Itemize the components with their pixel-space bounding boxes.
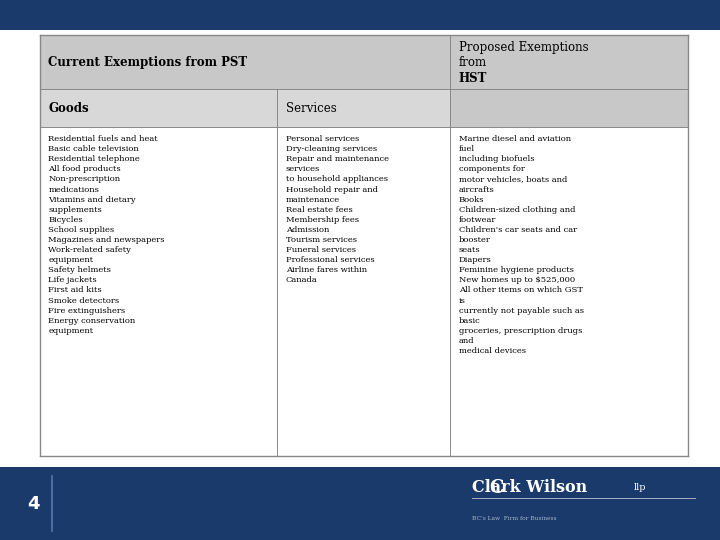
Text: HST: HST [459, 72, 487, 85]
Text: Personal services
Dry-cleaning services
Repair and maintenance
services
to house: Personal services Dry-cleaning services … [286, 135, 389, 285]
Text: BC's Law  Firm for Business: BC's Law Firm for Business [472, 516, 556, 521]
Bar [40, 35, 450, 89]
Text: C: C [490, 478, 504, 496]
Bar [450, 89, 688, 127]
Text: Current Exemptions from PST: Current Exemptions from PST [48, 56, 248, 69]
Bar [0, 467, 720, 540]
Text: llp: llp [634, 483, 646, 492]
Text: 4: 4 [27, 495, 40, 512]
Text: Clark Wilson: Clark Wilson [472, 479, 587, 496]
Text: Residential fuels and heat
Basic cable television
Residential telephone
All food: Residential fuels and heat Basic cable t… [48, 135, 165, 335]
Bar [40, 35, 688, 456]
Text: Goods: Goods [48, 102, 89, 114]
Text: Proposed Exemptions: Proposed Exemptions [459, 41, 588, 54]
Bar [0, 0, 720, 30]
Bar [40, 89, 277, 127]
Bar [450, 35, 688, 89]
Bar [277, 89, 450, 127]
Text: Marine diesel and aviation
fuel
including biofuels
components for
motor vehicles: Marine diesel and aviation fuel includin… [459, 135, 584, 355]
Text: from: from [459, 56, 487, 69]
Text: Services: Services [286, 102, 336, 114]
